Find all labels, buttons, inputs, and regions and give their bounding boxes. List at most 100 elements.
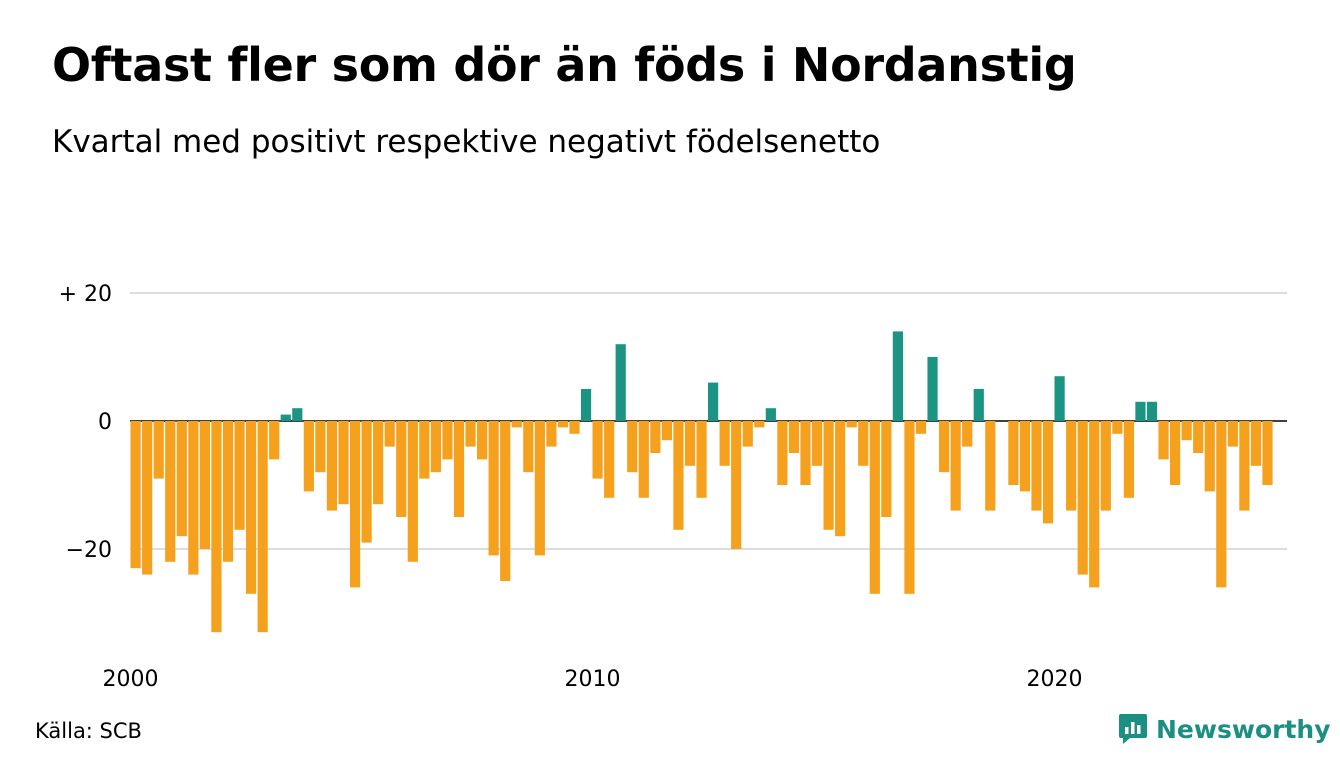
bar-negative xyxy=(904,421,915,594)
bar-negative xyxy=(546,421,557,447)
y-tick-label: −20 xyxy=(66,538,112,563)
bar-positive xyxy=(1054,376,1065,421)
bar-negative xyxy=(511,421,522,428)
bar-negative xyxy=(176,421,187,537)
bar-negative xyxy=(881,421,892,517)
bar-negative xyxy=(130,421,141,569)
bar-negative xyxy=(534,421,545,556)
bar-negative xyxy=(592,421,603,479)
bar-negative xyxy=(950,421,961,511)
bar-negative xyxy=(361,421,372,543)
bar-negative xyxy=(211,421,222,633)
bar-negative xyxy=(407,421,418,562)
bar-positive xyxy=(708,382,719,421)
bar-positive xyxy=(1135,401,1146,421)
bar-negative xyxy=(719,421,730,466)
bar-negative xyxy=(650,421,661,453)
bar-negative xyxy=(1204,421,1215,492)
bar-negative xyxy=(488,421,499,556)
bar-negative xyxy=(604,421,615,498)
bar-negative xyxy=(684,421,696,466)
bar-negative xyxy=(1158,421,1169,460)
chart-title: Oftast fler som dör än föds i Nordanstig xyxy=(52,38,1077,92)
bar-negative xyxy=(846,421,857,428)
bar-negative xyxy=(477,421,488,460)
bar-negative xyxy=(1100,421,1111,511)
bar-negative xyxy=(835,421,846,537)
bar-negative xyxy=(199,421,210,549)
bar-negative xyxy=(962,421,973,447)
bar-negative xyxy=(811,421,823,466)
bar-negative xyxy=(142,421,153,575)
bar-negative xyxy=(627,421,638,473)
bar-negative xyxy=(500,421,511,581)
bar-positive xyxy=(973,389,984,421)
bar-negative xyxy=(661,421,672,441)
x-tick-label: 2020 xyxy=(1027,667,1083,692)
bar-negative xyxy=(673,421,684,530)
bar-chart: + 20 0 −20 2000 2010 2020 xyxy=(59,282,1287,692)
bar-positive xyxy=(892,331,903,421)
bar-negative xyxy=(303,421,314,492)
bar-negative xyxy=(557,421,569,428)
bar-positive xyxy=(580,389,592,421)
bar-negative xyxy=(246,421,257,594)
bar-positive xyxy=(615,344,626,421)
chart-subtitle: Kvartal med positivt respektive negativt… xyxy=(52,124,881,160)
bar-negative xyxy=(373,421,384,505)
bar-negative xyxy=(257,421,268,633)
bar-negative xyxy=(1042,421,1054,524)
bar-negative xyxy=(1170,421,1181,485)
bar-negative xyxy=(1250,421,1262,466)
bar-negative xyxy=(523,421,534,473)
y-tick-label: + 20 xyxy=(59,282,112,307)
bar-negative xyxy=(1181,421,1192,441)
bar-negative xyxy=(696,421,707,498)
bar-negative xyxy=(1008,421,1019,485)
bar-negative xyxy=(569,421,580,434)
bar-negative xyxy=(869,421,880,594)
bar-negative xyxy=(1089,421,1100,588)
bar-negative xyxy=(188,421,199,575)
bar-negative xyxy=(915,421,927,434)
bars xyxy=(130,331,1273,633)
bar-negative xyxy=(338,421,349,505)
bar-negative xyxy=(777,421,788,485)
bar-positive xyxy=(292,408,303,421)
bar-negative xyxy=(638,421,649,498)
bar-positive xyxy=(280,414,291,421)
bar-negative xyxy=(1031,421,1042,511)
x-tick-label: 2010 xyxy=(565,667,621,692)
bar-negative xyxy=(1193,421,1204,453)
bar-positive xyxy=(927,357,938,421)
bar-negative xyxy=(165,421,176,562)
bar-negative xyxy=(1019,421,1031,492)
bar-negative xyxy=(326,421,338,511)
bar-negative xyxy=(800,421,811,485)
bar-negative xyxy=(985,421,996,511)
bar-negative xyxy=(1216,421,1227,588)
bar-negative xyxy=(1262,421,1273,485)
bar-negative xyxy=(153,421,164,479)
bar-negative xyxy=(742,421,753,447)
bar-negative xyxy=(442,421,453,460)
bar-negative xyxy=(788,421,800,453)
bar-negative xyxy=(315,421,326,473)
bar-negative xyxy=(1227,421,1238,447)
bar-negative xyxy=(1112,421,1123,434)
bar-negative xyxy=(858,421,869,466)
x-tick-label: 2000 xyxy=(103,667,159,692)
bar-negative xyxy=(222,421,234,562)
bar-negative xyxy=(1077,421,1088,575)
bar-negative xyxy=(823,421,834,530)
bar-negative xyxy=(349,421,361,588)
bar-negative xyxy=(430,421,441,473)
bar-negative xyxy=(419,421,430,479)
bar-negative xyxy=(1239,421,1250,511)
bar-negative xyxy=(453,421,465,517)
bar-negative xyxy=(396,421,407,517)
bar-negative xyxy=(1066,421,1077,511)
newsworthy-logo-icon xyxy=(1119,714,1147,744)
source-note: Källa: SCB xyxy=(35,719,142,743)
bar-negative xyxy=(269,421,280,460)
